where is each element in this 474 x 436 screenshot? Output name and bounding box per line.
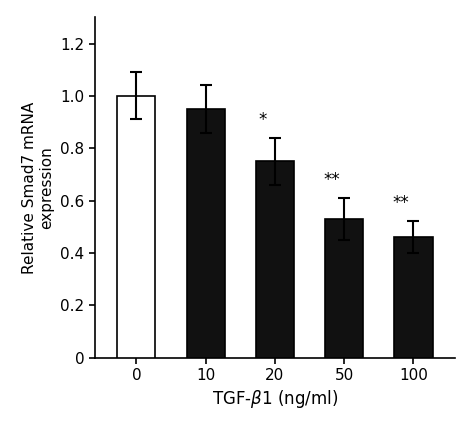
- X-axis label: TGF-$\beta$1 (ng/ml): TGF-$\beta$1 (ng/ml): [212, 388, 338, 410]
- Text: **: **: [323, 171, 340, 189]
- Text: **: **: [392, 194, 410, 212]
- Bar: [394, 237, 432, 358]
- Bar: [187, 109, 225, 358]
- Text: *: *: [258, 111, 267, 129]
- Bar: [256, 161, 294, 358]
- Bar: [117, 96, 155, 358]
- Bar: [325, 219, 363, 358]
- Y-axis label: Relative Smad7 mRNA
expression: Relative Smad7 mRNA expression: [22, 101, 55, 274]
